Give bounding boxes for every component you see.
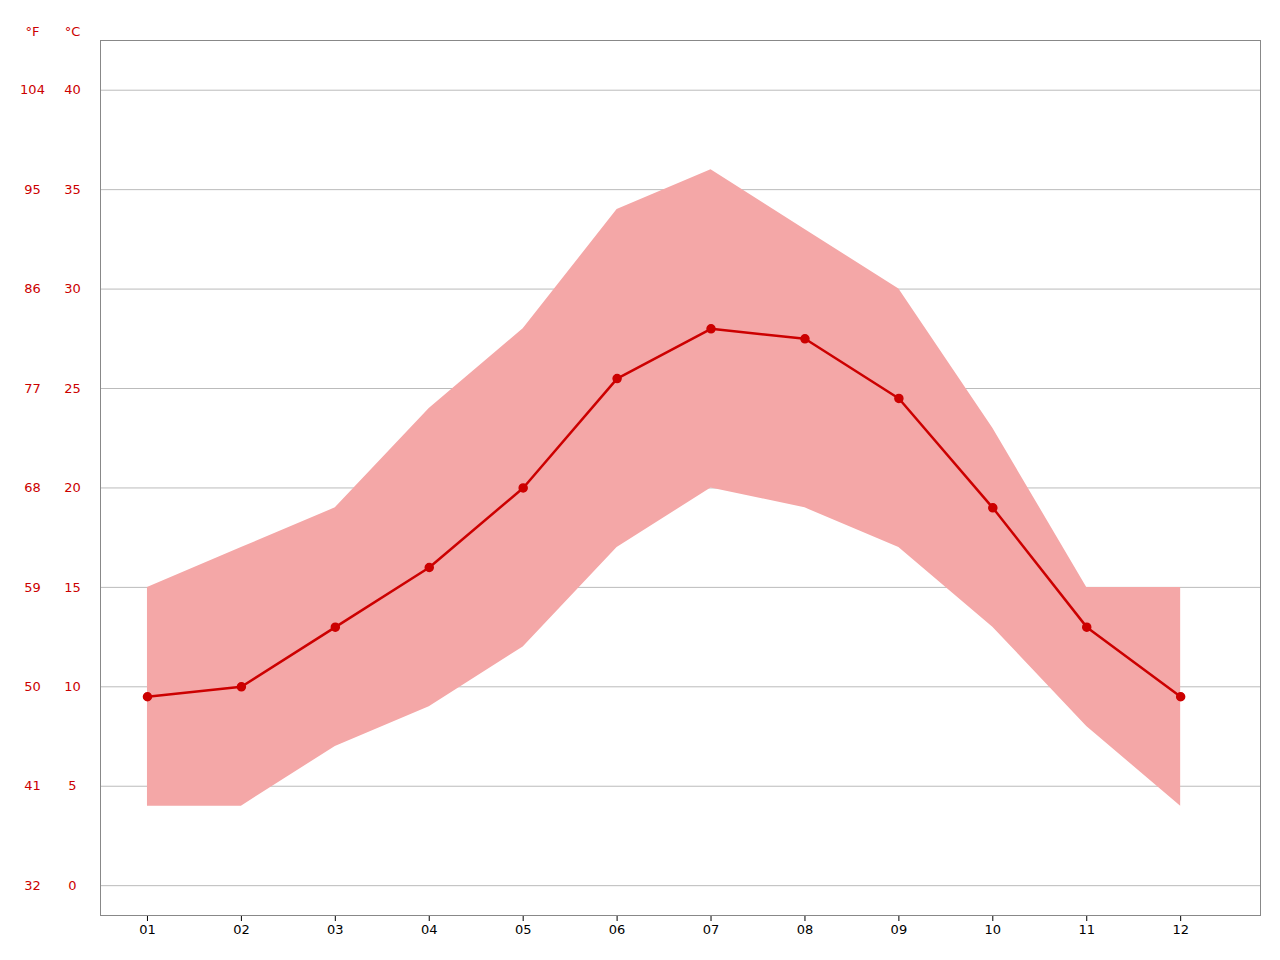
svg-text:08: 08 (797, 922, 814, 937)
svg-text:12: 12 (1172, 922, 1189, 937)
svg-text:25: 25 (64, 381, 81, 396)
svg-text:05: 05 (515, 922, 532, 937)
svg-text:0: 0 (68, 878, 76, 893)
svg-text:77: 77 (24, 381, 41, 396)
svg-text:5: 5 (68, 778, 76, 793)
svg-text:50: 50 (24, 679, 41, 694)
svg-text:06: 06 (609, 922, 626, 937)
svg-text:°C: °C (65, 24, 81, 39)
svg-text:35: 35 (64, 182, 81, 197)
svg-text:09: 09 (891, 922, 908, 937)
svg-text:04: 04 (421, 922, 438, 937)
svg-text:10: 10 (64, 679, 81, 694)
svg-text:41: 41 (24, 778, 41, 793)
svg-text:11: 11 (1078, 922, 1095, 937)
svg-text:59: 59 (24, 580, 41, 595)
svg-text:°F: °F (26, 24, 40, 39)
svg-text:15: 15 (64, 580, 81, 595)
svg-text:02: 02 (233, 922, 250, 937)
svg-text:20: 20 (64, 480, 81, 495)
svg-text:40: 40 (64, 82, 81, 97)
svg-text:07: 07 (703, 922, 720, 937)
svg-text:32: 32 (24, 878, 41, 893)
svg-text:95: 95 (24, 182, 41, 197)
svg-text:104: 104 (20, 82, 45, 97)
svg-text:03: 03 (327, 922, 344, 937)
svg-text:30: 30 (64, 281, 81, 296)
svg-text:86: 86 (24, 281, 41, 296)
svg-text:01: 01 (139, 922, 156, 937)
svg-text:10: 10 (985, 922, 1002, 937)
svg-text:68: 68 (24, 480, 41, 495)
